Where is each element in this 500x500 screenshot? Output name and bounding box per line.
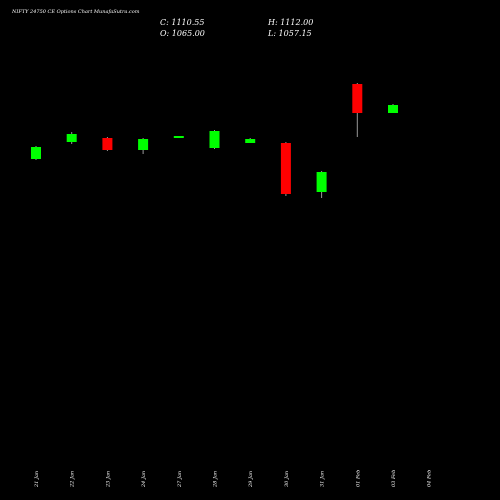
x-tick-label: 23 Jan [105,471,111,488]
candle-body [280,143,291,194]
candle-31-jan [316,171,327,198]
candle-30-jan [280,142,291,196]
candle-body [316,172,327,192]
x-tick-label: 22 Jan [70,471,76,488]
x-axis-ticks: 21 Jan 22 Jan 23 Jan 24 Jan 27 Jan 28 Jan 29 J… [34,470,433,488]
candle-body [173,136,184,138]
candle-body [66,134,77,142]
candle-03-feb [388,104,398,113]
candle-22-jan [66,132,77,144]
low-value: L: 1057.15 [268,29,312,38]
candle-24-jan [138,138,149,154]
x-tick-label: 29 Jan [248,471,254,488]
candle-21-jan [31,146,41,160]
x-tick-label: 24 Jan [141,471,147,488]
x-tick-label: 01 Feb [355,470,361,487]
x-tick-label: 31 Jan [320,471,326,487]
candle-body [245,139,256,143]
chart-title: NIFTY 24750 CE Options Chart MunafaSutra… [12,9,140,15]
x-tick-label: 04 Feb [427,470,433,487]
x-tick-label: 27 Jan [177,471,183,488]
candle-27-jan [173,136,184,138]
high-value: H: 1112.00 [268,18,314,27]
candle-28-jan [209,130,220,149]
x-tick-label: 30 Jan [284,471,290,487]
candle-29-jan [245,138,256,143]
x-tick-label: 03 Feb [391,470,397,487]
candle-01-feb [352,83,363,137]
candle-body [209,131,220,148]
candle-body [388,105,398,113]
x-tick-label: 28 Jan [213,471,219,488]
candle-body [102,138,113,150]
candle-23-jan [102,137,113,151]
close-value: C: 1110.55 [160,18,205,27]
candle-body [138,139,149,150]
x-tick-label: 21 Jan [34,471,40,488]
candle-body [31,147,41,159]
open-value: O: 1065.00 [160,29,205,38]
candle-body [352,84,363,113]
candles [31,83,398,198]
